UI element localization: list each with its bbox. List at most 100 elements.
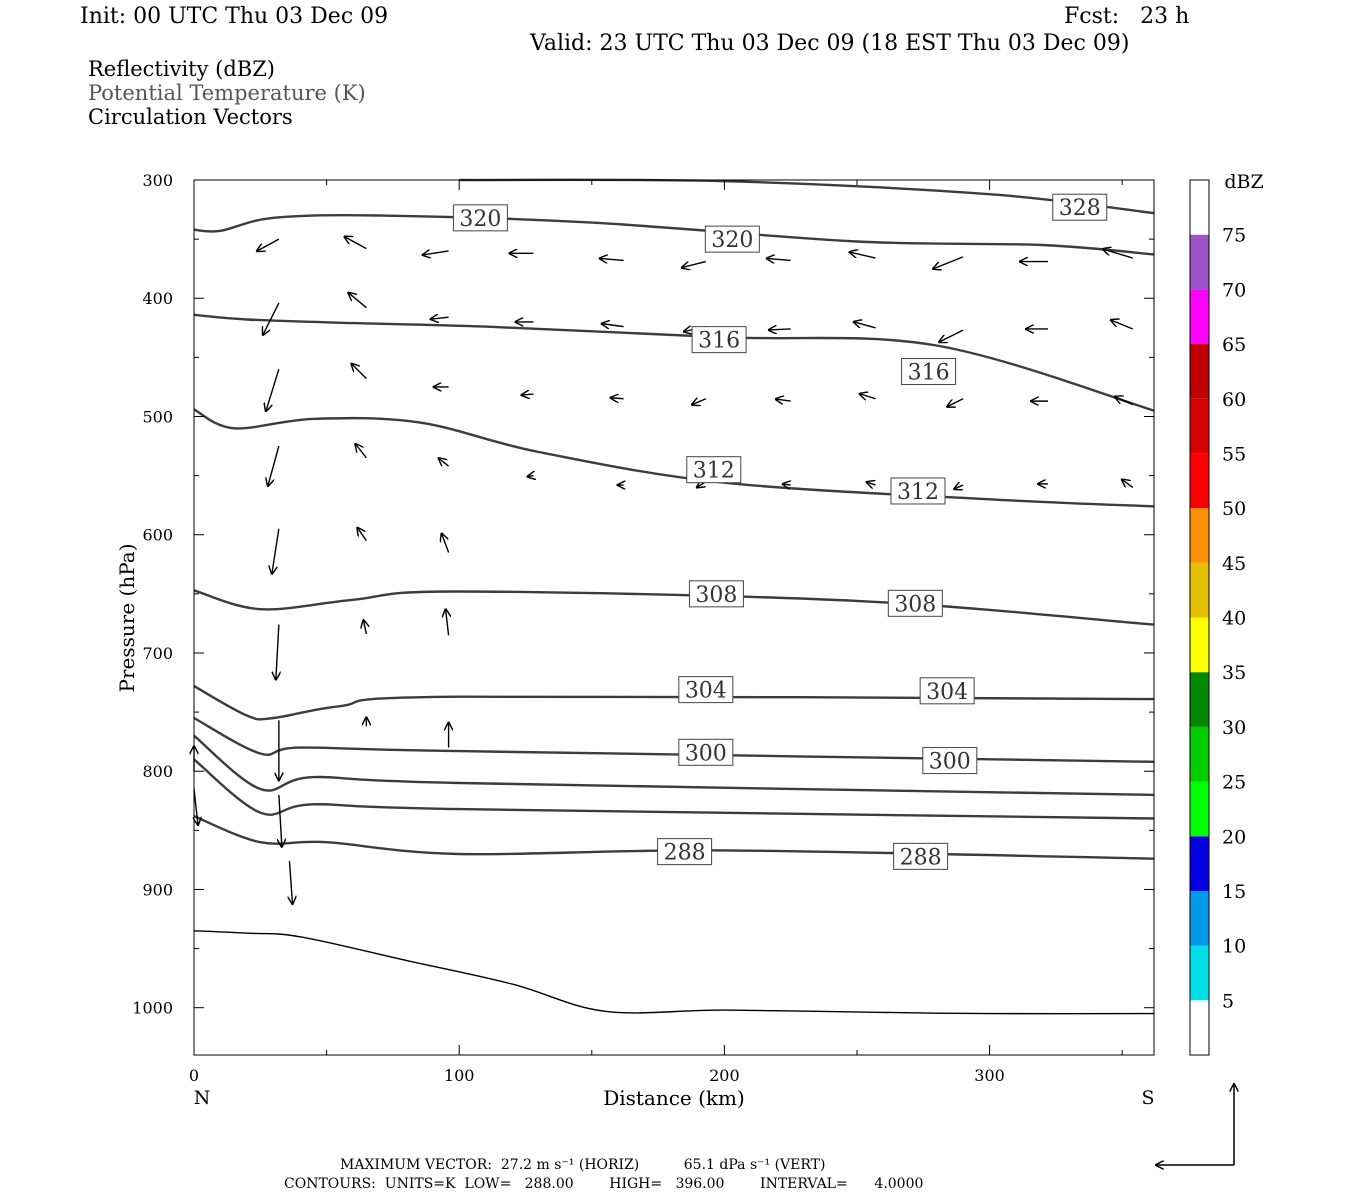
contour-label-text: 312 <box>693 459 735 484</box>
colorbar: 5 10 15 20 25 30 35 40 45 50 55 60 65 70 75 <box>1189 179 1246 1056</box>
y-tick-label: 400 <box>142 289 173 308</box>
contour-label-text: 320 <box>459 207 501 232</box>
contour-label: 304 <box>919 677 975 705</box>
contour-label-text: 316 <box>908 361 950 386</box>
theta-contour-296 <box>193 758 1155 820</box>
x-tick-label: 0 <box>189 1066 199 1085</box>
reference-vector <box>1156 1084 1234 1165</box>
circulation-vector <box>860 394 876 399</box>
contour-label: 316 <box>691 326 747 354</box>
colorbar-label: 55 <box>1222 443 1246 465</box>
contour-label-text: 308 <box>894 592 936 617</box>
colorbar-frame <box>1189 179 1210 1056</box>
circulation-vector <box>363 620 366 635</box>
circulation-vector <box>527 476 533 477</box>
theta-contour-328 <box>459 178 1155 215</box>
circulation-vector <box>854 322 876 329</box>
colorbar-swatch <box>1190 890 1209 946</box>
contour-label-text: 316 <box>698 329 740 354</box>
theta-contour-320 <box>193 313 1155 412</box>
circulation-vector <box>939 329 964 342</box>
circulation-vector <box>850 252 876 259</box>
contour-label: 300 <box>678 738 734 766</box>
colorbar-swatch <box>1190 836 1209 891</box>
contour-label-text: 288 <box>664 841 706 866</box>
circulation-vector <box>682 260 706 268</box>
x-tick-label: 300 <box>974 1066 1005 1085</box>
contour-label-text: 320 <box>711 228 753 253</box>
colorbar-swatch <box>1190 453 1209 509</box>
contour-label-text: 300 <box>685 741 727 766</box>
contour-label-text: 304 <box>685 679 727 704</box>
contour-label: 304 <box>678 676 734 704</box>
y-tick-label: 900 <box>142 880 173 899</box>
colorbar-swatch <box>1190 617 1209 673</box>
contour-label: 320 <box>704 225 760 253</box>
contour-label-text: 304 <box>926 680 968 705</box>
contour-label: 328 <box>1052 193 1108 221</box>
colorbar-swatch <box>1190 180 1209 235</box>
contour-label-text: 328 <box>1059 196 1101 221</box>
theta-contour-324 <box>193 213 1155 256</box>
south-label: S <box>1141 1087 1154 1109</box>
circulation-vector <box>268 445 280 486</box>
colorbar-label: 45 <box>1222 553 1246 575</box>
circulation-vector <box>1115 397 1134 406</box>
contour-label: 320 <box>452 204 508 232</box>
colorbar-label: 20 <box>1222 826 1246 848</box>
circulation-vector <box>344 237 367 250</box>
colorbar-swatch <box>1190 945 1209 1001</box>
circulation-vector <box>266 368 280 411</box>
north-label: N <box>194 1087 211 1109</box>
contour-label: 288 <box>893 842 949 870</box>
colorbar-title: dBZ <box>1224 171 1263 193</box>
colorbar-swatch <box>1190 1000 1209 1055</box>
theta-contour-300 <box>193 734 1155 797</box>
colorbar-label: 15 <box>1222 881 1246 903</box>
y-tick-label: 500 <box>142 407 173 426</box>
max-vector-text: MAXIMUM VECTOR: 27.2 m s⁻¹ (HORIZ) 65.1 … <box>340 1157 826 1173</box>
contour-label-text: 312 <box>897 480 939 505</box>
forecast-hour: Fcst: 23 h <box>1064 4 1190 29</box>
colorbar-label: 40 <box>1222 608 1246 630</box>
legend-vectors: Circulation Vectors <box>88 105 293 129</box>
colorbar-swatch <box>1190 398 1209 454</box>
contour-label-text: 288 <box>900 845 942 870</box>
colorbar-label: 60 <box>1222 389 1246 411</box>
x-tick-label: 200 <box>709 1066 740 1085</box>
circulation-vector <box>272 528 280 574</box>
circulation-vector <box>1122 479 1134 488</box>
circulation-vector <box>769 329 791 330</box>
theta-contour-308 <box>193 685 1155 721</box>
y-tick-label: 800 <box>142 762 173 781</box>
circulation-vector <box>279 794 282 847</box>
colorbar-swatch <box>1190 562 1209 618</box>
circulation-vector <box>954 485 964 489</box>
contour-info-text: CONTOURS: UNITS=K LOW= 288.00 HIGH= 396.… <box>284 1176 924 1192</box>
colorbar-swatch <box>1190 672 1209 727</box>
colorbar-swatch <box>1190 289 1209 345</box>
colorbar-label: 30 <box>1222 717 1246 739</box>
circulation-vector <box>257 238 280 251</box>
circulation-vector <box>611 398 624 399</box>
colorbar-label: 35 <box>1222 662 1246 684</box>
x-axis-label: Distance (km) <box>603 1086 745 1110</box>
colorbar-label: 10 <box>1222 936 1246 958</box>
circulation-vector <box>348 293 367 309</box>
circulation-vector <box>431 317 449 319</box>
circulation-vector <box>423 251 449 255</box>
legend-theta: Potential Temperature (K) <box>88 81 366 105</box>
theta-contour-312 <box>193 589 1155 626</box>
colorbar-label: 25 <box>1222 772 1246 794</box>
plot-frame <box>193 179 1155 1056</box>
colorbar-swatch <box>1190 344 1209 399</box>
circulation-vector <box>442 533 450 553</box>
y-axis-label: Pressure (hPa) <box>115 544 139 693</box>
circulation-vector <box>783 484 791 485</box>
init-time: Init: 00 UTC Thu 03 Dec 09 <box>80 4 389 29</box>
circulation-vector <box>602 324 624 327</box>
contour-label: 312 <box>686 456 742 484</box>
circulation-vector <box>439 458 450 466</box>
circulation-vector <box>351 364 367 380</box>
